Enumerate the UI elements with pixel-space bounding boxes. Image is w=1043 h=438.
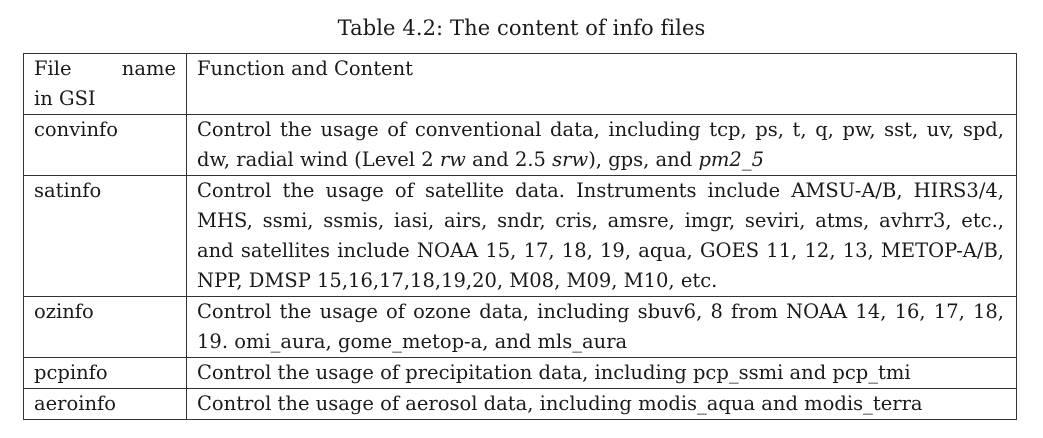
header-file-name-in-gsi: File name in GSI [23,53,187,115]
header-function-and-content: Function and Content [186,53,1017,115]
content-cell: Control the usage of satellite data. Ins… [186,175,1017,297]
content-text-a: Control the usage of conventional data, … [197,118,1004,171]
content-srw: srw [552,148,589,171]
content-cell: Control the usage of conventional data, … [186,114,1017,176]
table-row-aeroinfo: aeroinfo Control the usage of aerosol da… [23,388,1017,420]
content-cell: Control the usage of precipitation data,… [186,357,1017,389]
table-header-row: File name in GSI Function and Content [23,53,1017,115]
info-files-table: File name in GSI Function and Content co… [23,53,1017,420]
content-cell: Control the usage of aerosol data, inclu… [186,388,1017,420]
table-row-pcpinfo: pcpinfo Control the usage of precipitati… [23,357,1017,389]
file-name-cell: convinfo [23,114,187,176]
table-caption: Table 4.2: The content of info files [337,16,706,40]
file-name-cell: satinfo [23,175,187,297]
file-name-cell: ozinfo [23,296,187,358]
header-in-gsi-line: in GSI [34,87,96,110]
content-text-b: and 2.5 [465,148,553,171]
file-name-cell: pcpinfo [23,357,187,389]
table-row-satinfo: satinfo Control the usage of satellite d… [23,175,1017,297]
content-cell: Control the usage of ozone data, includi… [186,296,1017,358]
content-pm2-5: pm2_5 [698,148,764,171]
header-name-word: name [121,57,176,80]
file-name-cell: aeroinfo [23,388,187,420]
table-row-convinfo: convinfo Control the usage of convention… [23,114,1017,176]
content-text-c: ), gps, and [588,148,699,171]
header-file-word: File [34,57,72,80]
header-file-name-line: File name [34,54,176,84]
content-rw: rw [439,148,466,171]
table-row-ozinfo: ozinfo Control the usage of ozone data, … [23,296,1017,358]
